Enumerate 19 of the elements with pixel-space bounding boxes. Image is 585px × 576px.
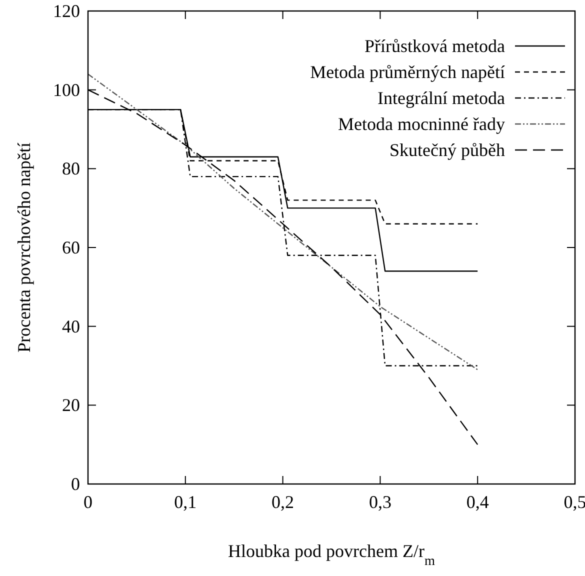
legend-label: Skutečný půběh: [390, 140, 505, 160]
legend-label: Integrální metoda: [378, 88, 506, 108]
y-tick-label: 100: [53, 80, 80, 100]
x-tick-label: 0,4: [466, 492, 489, 512]
y-tick-label: 20: [62, 395, 80, 416]
legend-label: Metoda mocninné řady: [338, 114, 505, 134]
y-tick-label: 0: [71, 474, 80, 494]
y-tick-label: 120: [53, 1, 80, 21]
x-axis-title: Hloubka pod povrchem Z/r$_{m}$: [228, 541, 436, 568]
x-tick-label: 0,2: [272, 492, 294, 512]
y-tick-label: 40: [62, 316, 80, 336]
y-tick-label: 80: [62, 158, 80, 179]
legend-label: Přírůstková metoda: [364, 36, 505, 56]
x-tick-label: 0,1: [174, 492, 197, 512]
y-axis-title: Procenta povrchového napětí: [14, 142, 34, 352]
x-tick-label: 0: [84, 492, 92, 512]
legend-label: Metoda průměrných napětí: [310, 62, 505, 82]
x-tick-label: 0,3: [368, 492, 392, 512]
y-tick-label: 60: [62, 238, 80, 258]
